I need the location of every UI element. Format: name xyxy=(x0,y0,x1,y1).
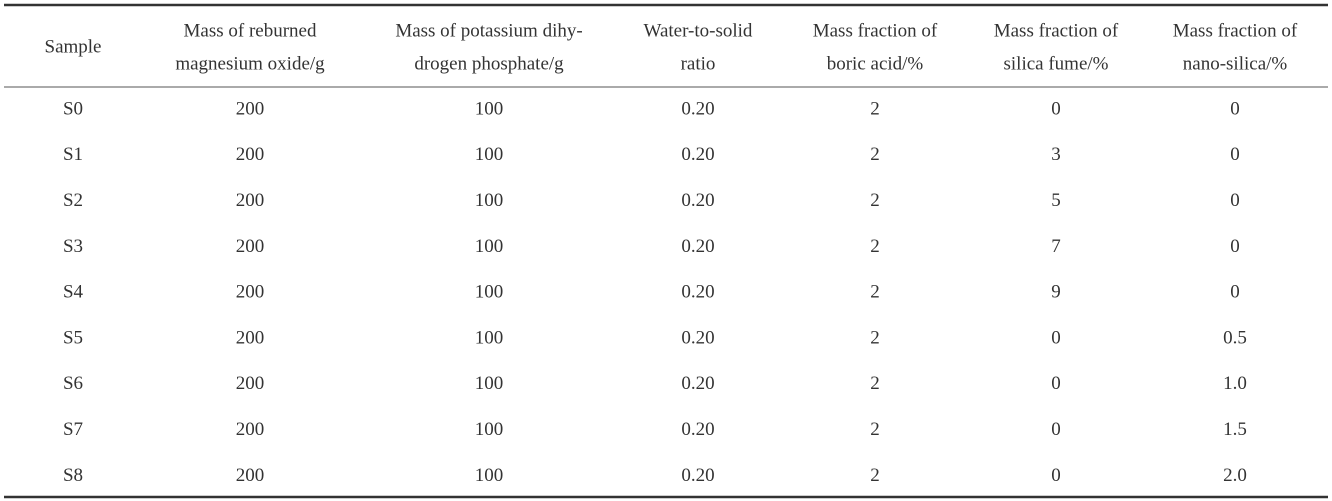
cell: S4 xyxy=(63,282,84,303)
cell: 0 xyxy=(1230,144,1240,165)
cell: 200 xyxy=(236,98,265,119)
cell: 100 xyxy=(475,327,504,348)
cell: 200 xyxy=(236,419,265,440)
cell: 3 xyxy=(1051,144,1061,165)
header-cell: Mass fraction of xyxy=(994,20,1119,41)
cell: S2 xyxy=(63,190,83,211)
cell: 2 xyxy=(870,282,880,303)
cell: 200 xyxy=(236,190,265,211)
cell: S6 xyxy=(63,373,83,394)
cell: S1 xyxy=(63,144,83,165)
cell: 100 xyxy=(475,236,504,257)
cell: 2 xyxy=(870,465,880,486)
header-cell: magnesium oxide/g xyxy=(175,53,325,74)
cell: 0 xyxy=(1230,98,1240,119)
cell: 2 xyxy=(870,236,880,257)
header-cell: boric acid/% xyxy=(827,53,924,74)
cell: 200 xyxy=(236,282,265,303)
cell: 0.20 xyxy=(681,282,714,303)
cell: 0 xyxy=(1230,236,1240,257)
cell: 0.20 xyxy=(681,144,714,165)
cell: 0 xyxy=(1051,373,1061,394)
cell: 7 xyxy=(1051,236,1061,257)
cell: 0.20 xyxy=(681,327,714,348)
cell: 0.5 xyxy=(1223,327,1247,348)
cell: 0 xyxy=(1051,419,1061,440)
header-cell: Sample xyxy=(45,36,102,57)
cell: 0 xyxy=(1051,465,1061,486)
cell: 200 xyxy=(236,236,265,257)
header-cell: silica fume/% xyxy=(1004,53,1109,74)
cell: 2 xyxy=(870,373,880,394)
cell: 200 xyxy=(236,373,265,394)
cell: 0.20 xyxy=(681,373,714,394)
cell: 200 xyxy=(236,144,265,165)
cell: 9 xyxy=(1051,282,1061,303)
header-cell: Mass fraction of xyxy=(813,20,938,41)
cell: 2 xyxy=(870,419,880,440)
header-cell: ratio xyxy=(681,53,716,74)
cell: 100 xyxy=(475,419,504,440)
cell: S3 xyxy=(63,236,83,257)
cell: 100 xyxy=(475,373,504,394)
cell: S7 xyxy=(63,419,83,440)
cell: 0 xyxy=(1051,327,1061,348)
cell: 0 xyxy=(1230,282,1240,303)
cell: 1.0 xyxy=(1223,373,1247,394)
cell: 100 xyxy=(475,98,504,119)
header-cell: Water-to-solid xyxy=(644,20,753,41)
header-cell: drogen phosphate/g xyxy=(414,53,564,74)
cell: S0 xyxy=(63,98,83,119)
header-cell: Mass of potassium dihy- xyxy=(395,20,582,41)
cell: 2.0 xyxy=(1223,465,1247,486)
cell: 0 xyxy=(1051,98,1061,119)
cell: 100 xyxy=(475,190,504,211)
cell: 0 xyxy=(1230,190,1240,211)
cell: 2 xyxy=(870,190,880,211)
cell: 0.20 xyxy=(681,98,714,119)
cell: 2 xyxy=(870,327,880,348)
cell: 1.5 xyxy=(1223,419,1247,440)
cell: 200 xyxy=(236,327,265,348)
cell: 0.20 xyxy=(681,236,714,257)
header-cell: Mass of reburned xyxy=(184,20,317,41)
cell: S5 xyxy=(63,327,83,348)
cell: 100 xyxy=(475,465,504,486)
cell: S8 xyxy=(63,465,83,486)
header-cell: nano-silica/% xyxy=(1183,53,1288,74)
cell: 0.20 xyxy=(681,419,714,440)
cell: 100 xyxy=(475,282,504,303)
cell: 0.20 xyxy=(681,465,714,486)
header-cell: Mass fraction of xyxy=(1173,20,1298,41)
cell: 2 xyxy=(870,98,880,119)
cell: 0.20 xyxy=(681,190,714,211)
cell: 200 xyxy=(236,465,265,486)
cell: 2 xyxy=(870,144,880,165)
cell: 5 xyxy=(1051,190,1061,211)
cell: 100 xyxy=(475,144,504,165)
